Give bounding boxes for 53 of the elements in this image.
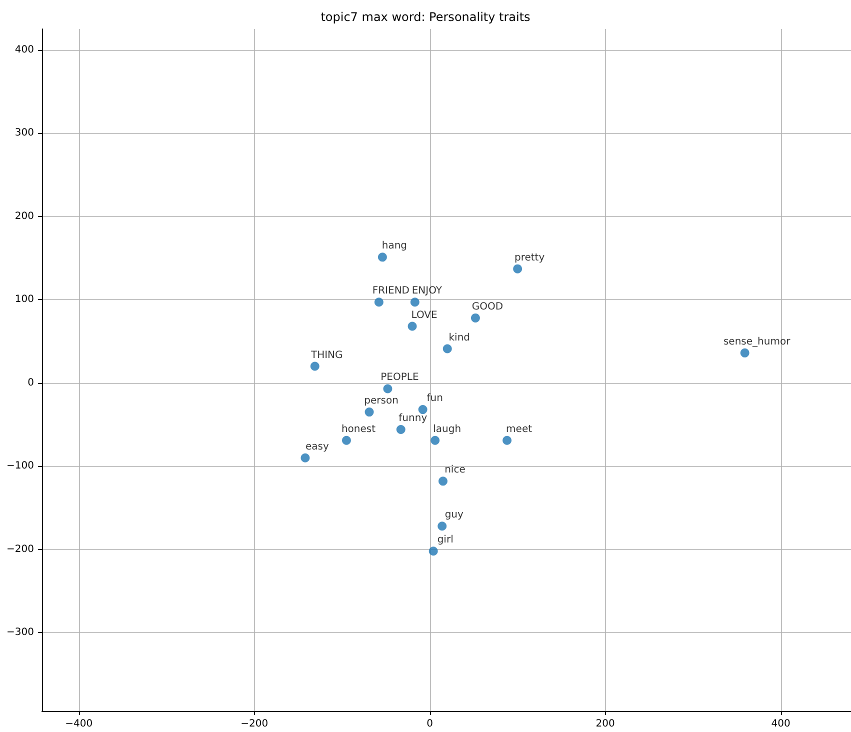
annotation: hang — [382, 240, 408, 252]
annotation: pretty — [514, 252, 545, 264]
y-tick-label: −100 — [6, 460, 34, 472]
y-tick-label: 400 — [14, 44, 34, 56]
x-tick-label: 0 — [426, 718, 434, 730]
annotation: girl — [437, 534, 454, 546]
annotation: funny — [398, 413, 428, 424]
point — [378, 252, 387, 262]
point — [410, 298, 420, 307]
point — [408, 322, 417, 331]
annotation: PEOPLE — [380, 372, 419, 384]
x-tick-label: −400 — [65, 718, 93, 730]
point — [396, 425, 406, 434]
annotation: person — [364, 396, 398, 407]
annotation: ENJOY — [412, 286, 443, 297]
annotation: honest — [341, 424, 376, 435]
point — [364, 408, 374, 417]
point — [342, 436, 351, 445]
point — [430, 436, 440, 445]
point — [310, 362, 320, 371]
y-tick-label: 0 — [28, 377, 34, 388]
point — [502, 436, 512, 445]
annotation: kind — [448, 332, 470, 344]
point — [300, 453, 310, 462]
point — [428, 546, 438, 556]
x-tick-label: 200 — [596, 718, 615, 730]
annotation: meet — [506, 424, 532, 435]
y-tick-label: 300 — [14, 128, 34, 139]
y-tick-label: 200 — [14, 210, 34, 222]
annotation: sense_humor — [723, 336, 792, 348]
annotation: nice — [444, 464, 466, 476]
point — [442, 344, 452, 354]
point — [383, 384, 392, 394]
point — [513, 264, 522, 274]
x-tick-label: 400 — [771, 718, 790, 730]
annotation: fun — [426, 393, 443, 404]
annotation: easy — [306, 441, 330, 452]
annotation: LOVE — [411, 310, 438, 321]
y-tick-label: −200 — [6, 544, 34, 555]
point — [438, 522, 447, 531]
point — [374, 298, 384, 307]
x-tick-label: −200 — [240, 718, 268, 730]
point — [470, 313, 480, 322]
annotation: laugh — [433, 424, 462, 435]
point — [438, 476, 448, 486]
annotation: THING — [310, 350, 343, 361]
y-tick-label: −300 — [6, 627, 34, 638]
y-tick-label: 100 — [14, 294, 34, 306]
chart-title: topic7 max word: Personality traits — [320, 10, 530, 24]
annotation: FRIEND — [372, 286, 410, 297]
point — [740, 348, 750, 358]
annotation: GOOD — [472, 301, 504, 312]
annotation: guy — [444, 510, 464, 521]
